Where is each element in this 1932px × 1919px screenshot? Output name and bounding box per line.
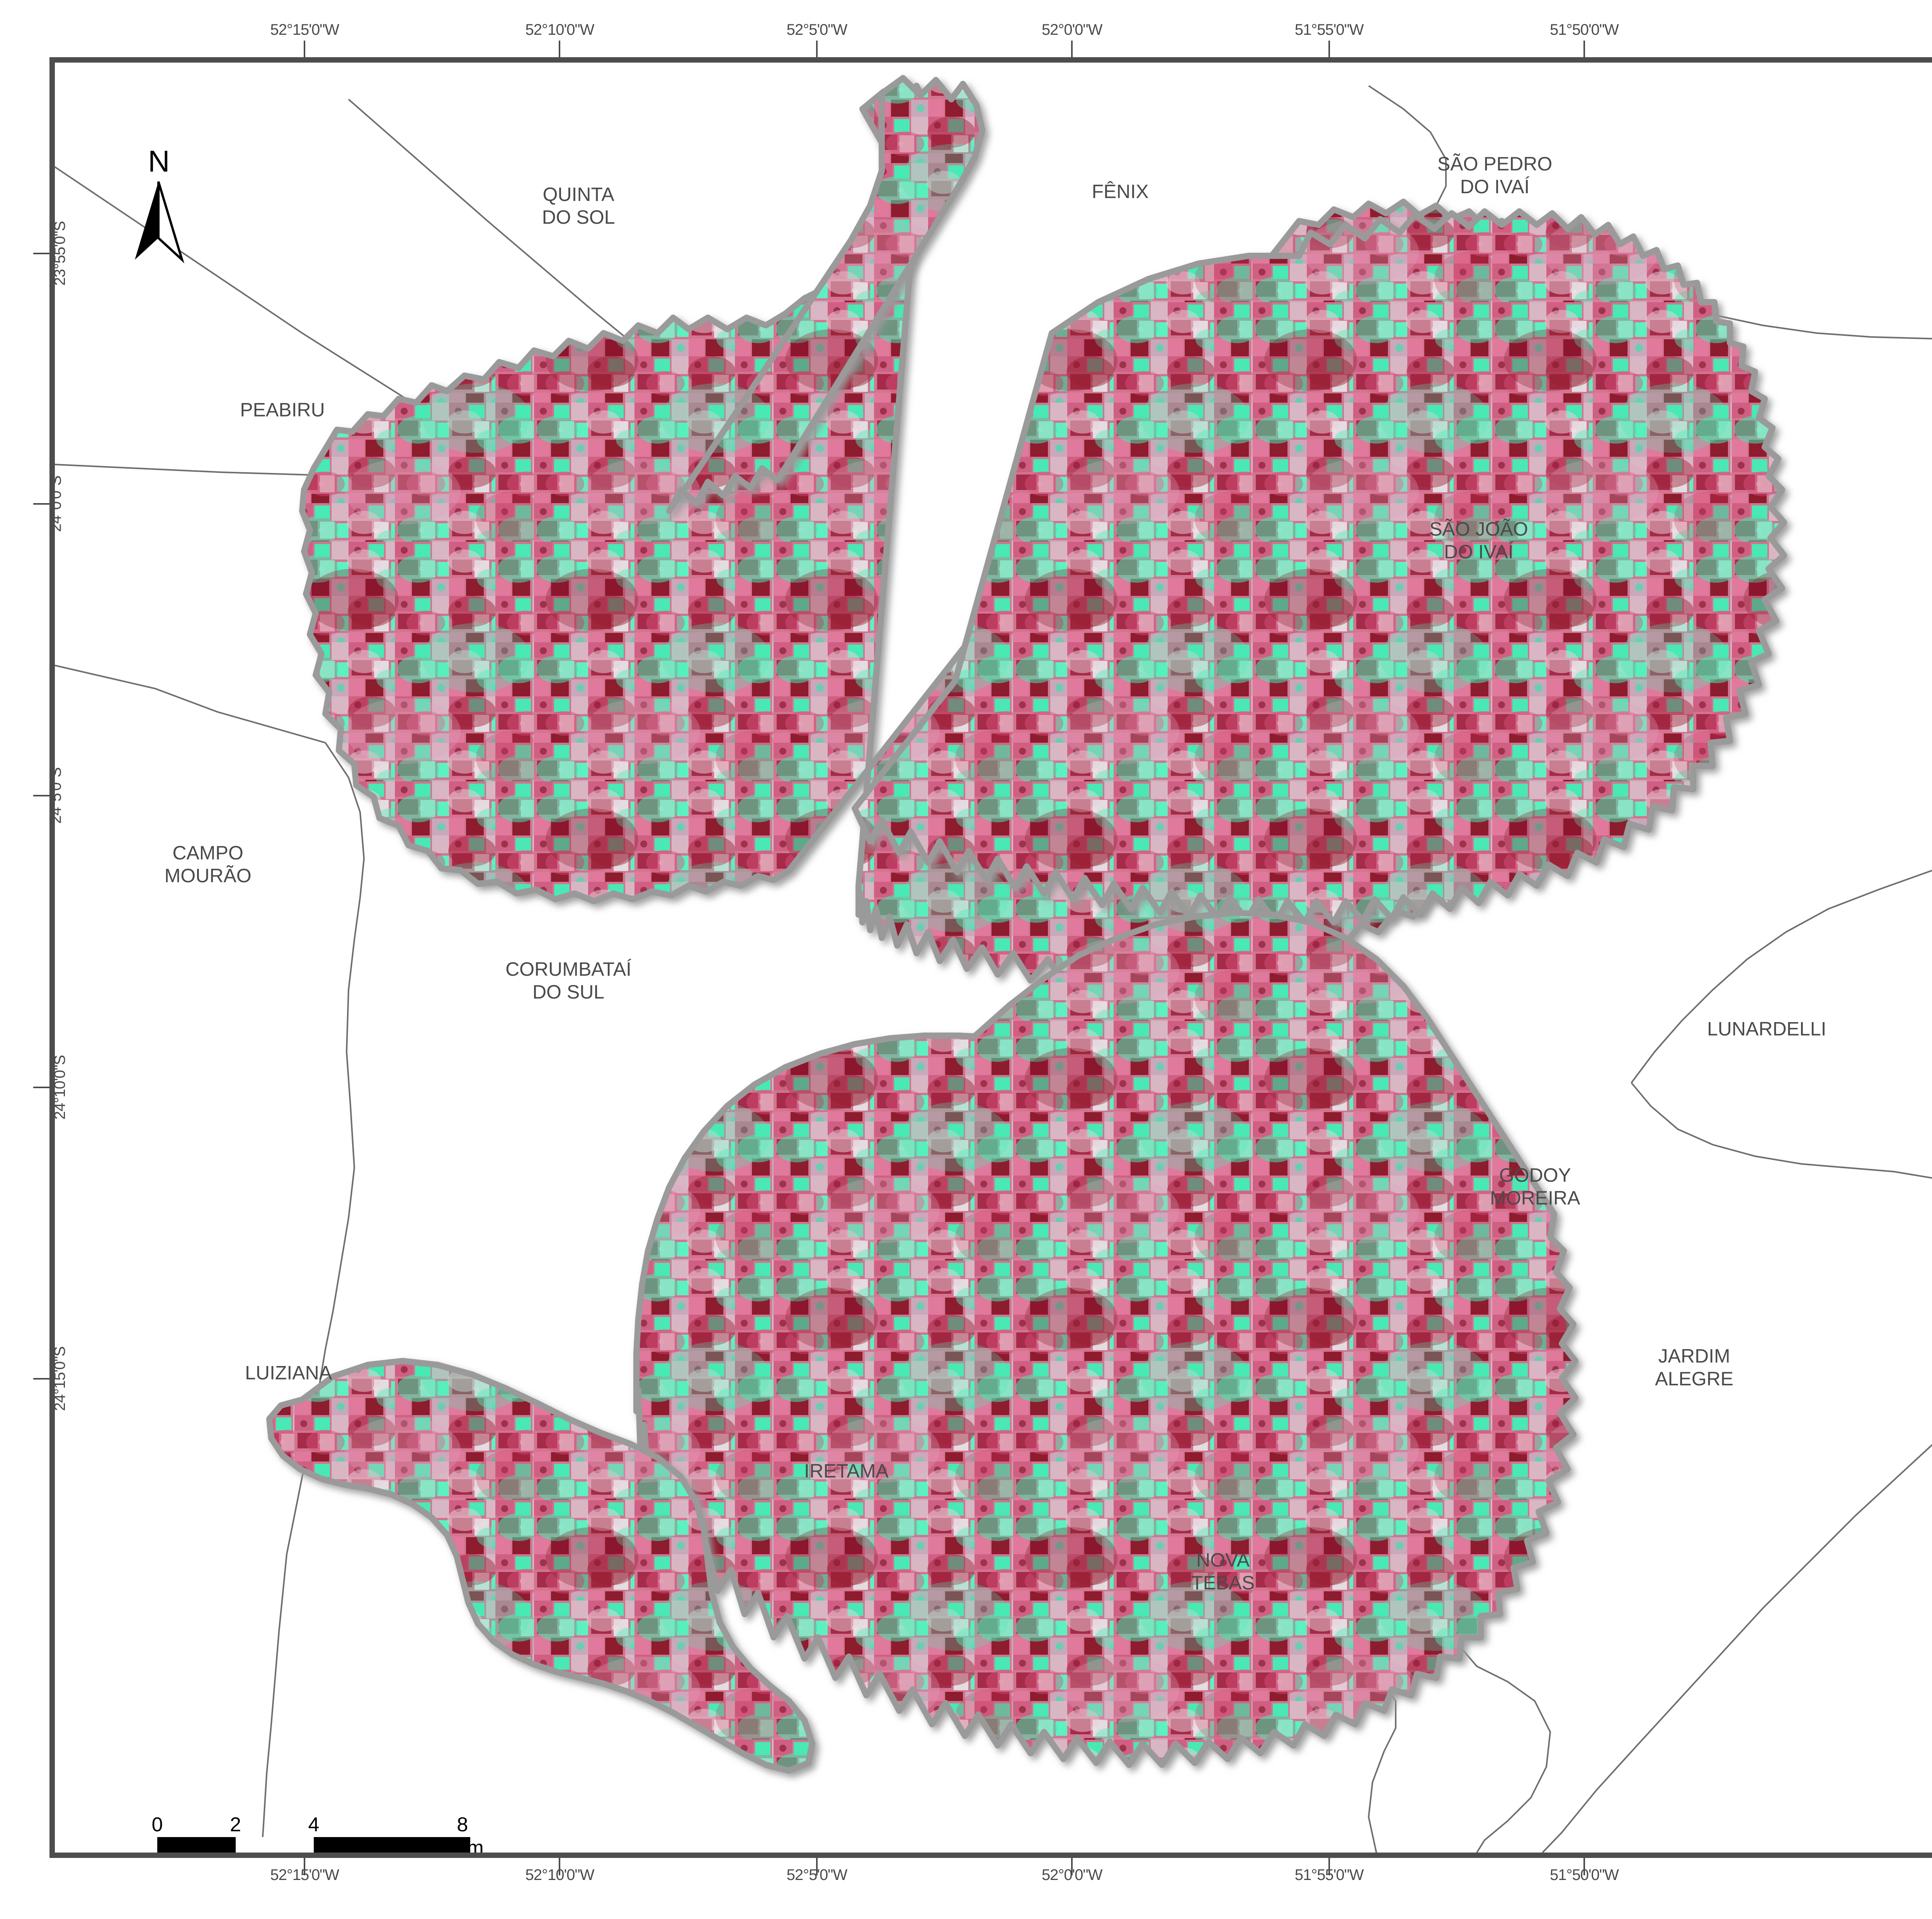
graticule-tick-mark [1328,1858,1330,1875]
longitude-tick-label: 52°15'0"W [270,21,339,38]
graticule-tick-mark [1583,41,1585,58]
municipality-raster-east [852,208,1787,925]
municipality-raster-north-spur [666,75,985,514]
neighbor-municipality-label: LUNARDELLI [1707,1018,1827,1040]
scale-bar-segment [157,1837,236,1853]
graticule-tick-mark [304,41,306,58]
scale-bar-segments [157,1837,470,1853]
neighbor-municipality-label: PEABIRU [240,399,325,421]
graticule-tick-mark [1328,41,1330,58]
neighbor-municipality-label: SÃO JOÃO DO IVAÍ [1429,518,1528,563]
longitude-tick-label: 52°10'0"W [525,21,595,38]
graticule-tick-mark [559,1858,561,1875]
municipality-raster-southwest-arm [266,1358,815,1774]
graticule-tick-mark [33,503,49,505]
neighbor-municipality-label: IRETAMA [804,1460,889,1482]
graticule-tick-mark [1071,1858,1073,1875]
graticule-tick-mark [33,252,49,254]
scale-bar-segment [314,1837,470,1853]
scale-bar-tick-label: 4 [308,1814,320,1836]
neighbor-municipality-label: NOVA TEBAS [1191,1549,1255,1594]
longitude-tick-label: 52°5'0"W [786,21,848,38]
graticule-tick-mark [1071,41,1073,58]
neighbor-municipality-label: SÃO PEDRO DO IVAÍ [1437,153,1553,197]
graticule-tick-mark [1583,1858,1585,1875]
neighbor-municipality-label: CAMPO MOURÃO [164,842,252,887]
north-arrow-label: N [148,144,170,178]
neighbor-municipality-label: CORUMBATAÍ DO SUL [505,958,632,1003]
latitude-tick-label: 24°0'0"S [47,475,65,532]
map-canvas [55,75,1932,1853]
neighbor-municipality-label: FÊNIX [1092,180,1149,202]
scale-bar-tick-label: 0 [151,1814,163,1836]
longitude-tick-label: 51°50'0"W [1549,21,1619,38]
graticule-tick-mark [559,41,561,58]
scale-bar-segment [235,1837,314,1853]
graticule-tick-mark [304,1858,306,1875]
graticule-tick-mark [33,1086,49,1088]
latitude-tick-label: 23°55'0"S [51,221,68,286]
neighbor-municipality-label: JARDIM ALEGRE [1655,1345,1733,1390]
latitude-tick-label: 24°10'0"S [51,1055,68,1119]
neighbor-municipality-label: GODOY MOREIRA [1490,1164,1580,1209]
latitude-tick-label: 24°5'0"S [47,767,65,824]
municipality-raster-south [633,910,1578,1768]
graticule-tick-mark [816,41,818,58]
graticule-tick-mark [33,1378,49,1380]
graticule-tick-mark [33,794,49,796]
graticule-tick-mark [816,1858,818,1875]
main-map-frame[interactable]: QUINTA DO SOL FÊNIX SÃO PEDRO DO IVAÍ PEABI… [49,57,1932,1858]
neighbor-municipality-label: LUIZIANA [245,1362,332,1384]
north-arrow: N [126,144,192,264]
longitude-tick-label: 52°0'0"W [1041,21,1103,38]
scale-bar-tick-label: 2 [230,1814,241,1836]
latitude-tick-label: 24°15'0"S [51,1347,68,1411]
longitude-tick-label: 51°55'0"W [1294,21,1364,38]
neighbor-municipality-label: QUINTA DO SOL [542,183,615,228]
